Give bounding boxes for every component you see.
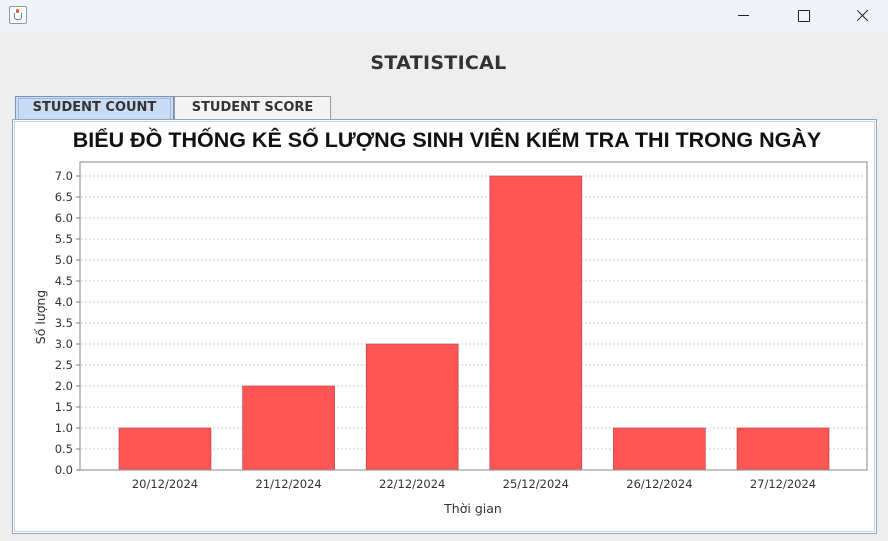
y-tick-label: 0.5 — [55, 442, 73, 456]
bar — [365, 343, 459, 471]
x-tick-label: 27/12/2024 — [750, 477, 816, 491]
y-tick-label: 4.0 — [55, 295, 73, 309]
y-tick-label: 1.0 — [55, 421, 73, 435]
x-tick-label: 22/12/2024 — [379, 477, 445, 491]
y-tick-label: 6.0 — [55, 211, 73, 225]
y-tick-label: 5.0 — [55, 253, 73, 267]
y-tick-label: 0.0 — [55, 463, 73, 477]
bar — [118, 427, 212, 471]
x-tick-label: 26/12/2024 — [626, 477, 692, 491]
bar — [489, 175, 583, 471]
y-tick-label: 7.0 — [55, 169, 73, 183]
y-tick-label: 2.0 — [55, 379, 73, 393]
y-axis-label: Số lượng — [33, 290, 48, 344]
x-axis-label: Thời gian — [443, 501, 502, 516]
x-tick-label: 25/12/2024 — [503, 477, 569, 491]
tab-student-score[interactable]: STUDENT SCORE — [174, 96, 331, 119]
bar — [613, 427, 706, 471]
y-tick-label: 2.5 — [55, 358, 73, 372]
tab-student-count[interactable]: STUDENT COUNT — [15, 96, 174, 119]
y-tick-label: 1.5 — [55, 400, 73, 414]
y-tick-label: 4.5 — [55, 274, 73, 288]
bar — [736, 427, 830, 471]
y-tick-label: 3.0 — [55, 337, 73, 351]
y-tick-label: 6.5 — [55, 190, 73, 204]
java-app-icon[interactable] — [9, 6, 27, 24]
chart-title: BIỂU ĐỒ THỐNG KÊ SỐ LƯỢNG SINH VIÊN KIỂM… — [73, 126, 822, 152]
maximize-button[interactable] — [780, 0, 826, 32]
minimize-button[interactable] — [720, 0, 766, 32]
x-tick-label: 21/12/2024 — [255, 477, 321, 491]
page-title: STATISTICAL — [370, 52, 507, 74]
x-tick-label: 20/12/2024 — [132, 477, 198, 491]
y-tick-label: 3.5 — [55, 316, 73, 330]
window-titlebar — [0, 0, 888, 32]
plot-area — [79, 161, 868, 471]
bar — [242, 385, 335, 471]
y-tick-label: 5.5 — [55, 232, 73, 246]
